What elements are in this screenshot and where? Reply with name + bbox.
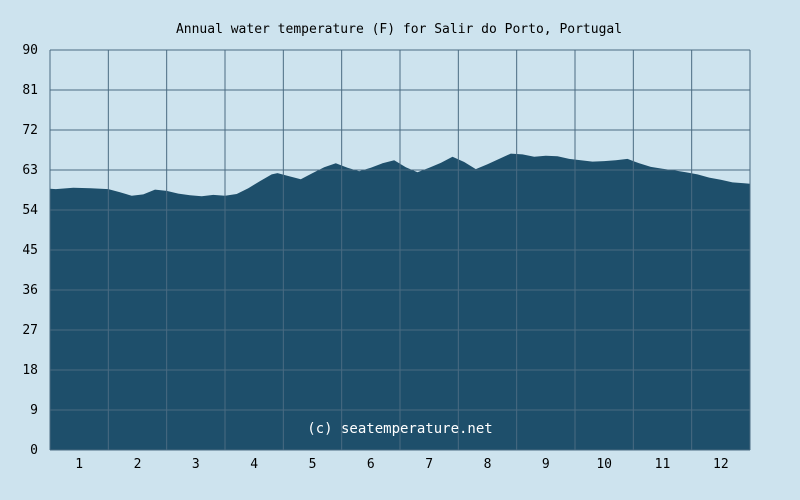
y-tick-label: 9 [30,403,38,418]
x-tick-label: 6 [367,457,375,472]
x-tick-label: 11 [655,457,671,472]
x-tick-label: 9 [542,457,550,472]
y-axis-ticks: 0 9 18 27 36 45 54 63 72 81 90 [22,43,38,458]
gridlines [49,49,751,451]
chart-title: Annual water temperature (F) for Salir d… [176,22,622,37]
x-tick-label: 8 [484,457,492,472]
y-tick-label: 27 [22,323,38,338]
x-tick-label: 2 [134,457,142,472]
y-tick-label: 72 [22,123,38,138]
x-tick-label: 1 [75,457,83,472]
x-tick-label: 3 [192,457,200,472]
y-tick-label: 36 [22,283,38,298]
x-tick-label: 4 [250,457,258,472]
watermark-text: (c) seatemperature.net [307,421,492,437]
y-tick-label: 0 [30,443,38,458]
y-tick-label: 45 [22,243,38,258]
x-tick-label: 7 [425,457,433,472]
y-tick-label: 90 [22,43,38,58]
x-axis-ticks: 1 2 3 4 5 6 7 8 9 10 11 12 [75,457,728,472]
y-tick-label: 54 [22,203,38,218]
x-tick-label: 10 [596,457,612,472]
y-tick-label: 81 [22,83,38,98]
y-tick-label: 18 [22,363,38,378]
x-tick-label: 12 [713,457,729,472]
y-tick-label: 63 [22,163,38,178]
x-tick-label: 5 [309,457,317,472]
